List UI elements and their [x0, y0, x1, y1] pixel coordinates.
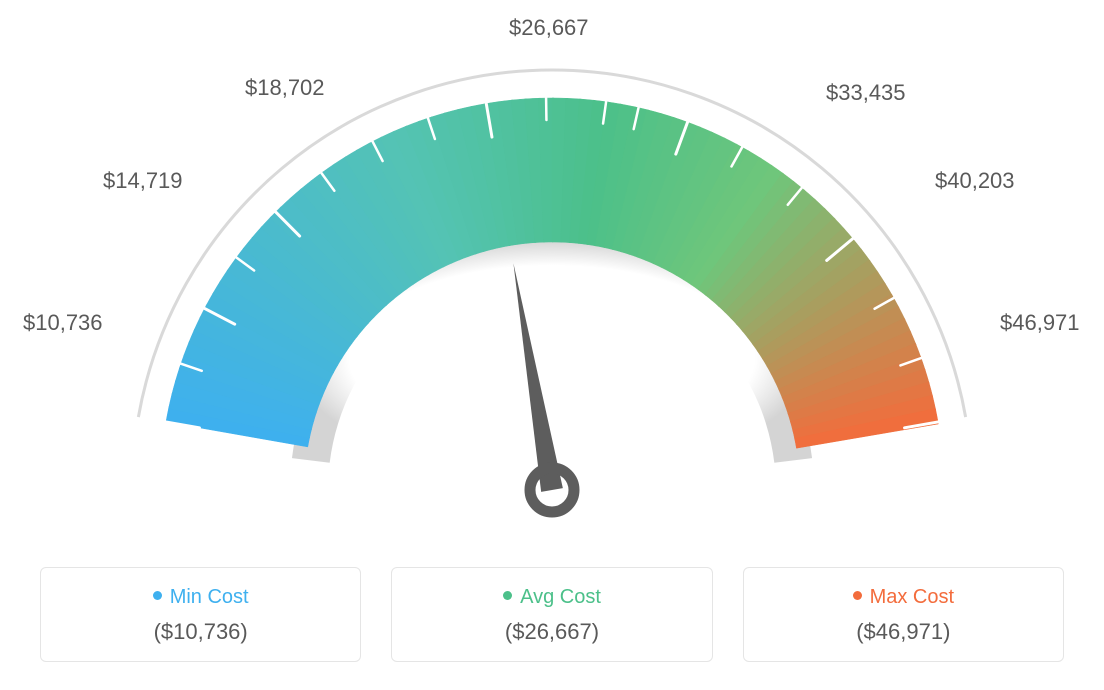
scale-label: $33,435 [826, 80, 906, 106]
scale-label: $26,667 [509, 15, 589, 41]
legend-card-max: Max Cost ($46,971) [743, 567, 1064, 662]
legend-min-value: ($10,736) [51, 619, 350, 645]
scale-label: $40,203 [935, 168, 1015, 194]
cost-gauge-container: Min Cost ($10,736) Avg Cost ($26,667) Ma… [0, 0, 1104, 690]
scale-label: $46,971 [1000, 310, 1080, 336]
legend-min-label: Min Cost [51, 586, 350, 609]
legend-max-label: Max Cost [754, 586, 1053, 609]
legend-avg-label: Avg Cost [402, 586, 701, 609]
legend-avg-value: ($26,667) [402, 619, 701, 645]
legend-max-value: ($46,971) [754, 619, 1053, 645]
scale-label: $18,702 [245, 75, 325, 101]
legend-card-avg: Avg Cost ($26,667) [391, 567, 712, 662]
scale-label: $10,736 [23, 310, 103, 336]
gauge-needle [513, 263, 562, 492]
legend-row: Min Cost ($10,736) Avg Cost ($26,667) Ma… [40, 567, 1064, 662]
legend-card-min: Min Cost ($10,736) [40, 567, 361, 662]
gauge-svg [0, 0, 1104, 560]
scale-label: $14,719 [103, 168, 183, 194]
